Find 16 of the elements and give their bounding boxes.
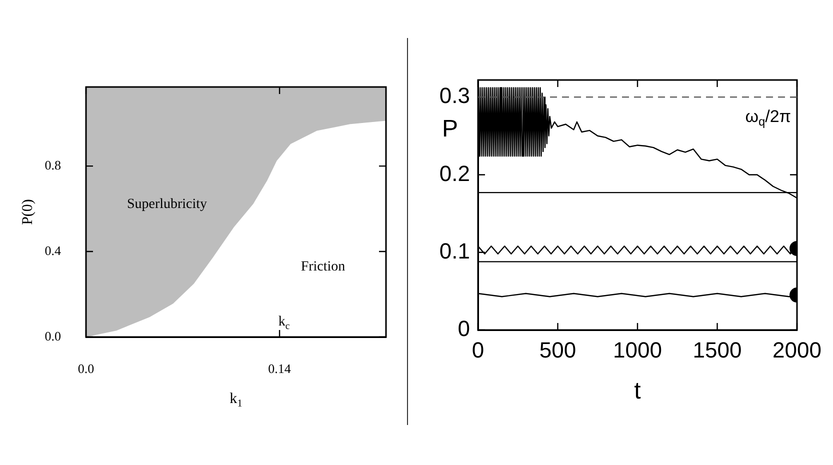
annotation: Friction [300,260,346,275]
y-tick-label: 0.2 [439,160,470,186]
y-tick-label: 0.8 [44,157,61,172]
x-tick-label: 0.14 [268,361,292,376]
x-axis-title: t [634,378,642,405]
y-axis-title: P(0) [20,199,36,225]
y-axis-title: P [442,116,458,143]
x-tick-label: 500 [539,337,576,362]
y-tick-label: 0.3 [439,83,470,108]
y-tick-label: 0.1 [439,238,470,264]
annotation: Superlubricity [126,197,208,212]
x-tick-label: 2000 [772,337,822,362]
x-tick-label: 1000 [613,337,662,362]
x-tick-label: 1500 [692,337,742,362]
y-tick-label: 0 [458,316,470,342]
y-tick-label: 0.4 [44,242,62,258]
